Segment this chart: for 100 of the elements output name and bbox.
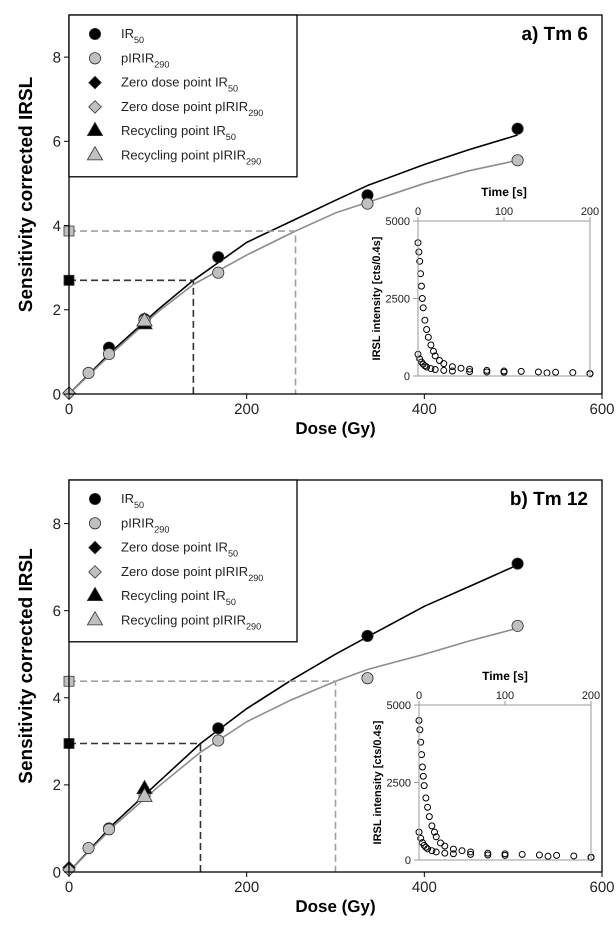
point — [518, 850, 526, 858]
point — [432, 366, 439, 373]
point — [416, 355, 424, 362]
x-tick-label: 0 — [64, 879, 74, 896]
point — [418, 764, 426, 770]
point — [440, 360, 448, 368]
point — [458, 847, 466, 854]
legend-label: Zero dose point IR$_{50}$ — [121, 74, 238, 94]
x-tick-label: 200 — [580, 206, 600, 218]
point — [416, 726, 424, 734]
point — [428, 822, 436, 830]
legend-label: IR$_{50}$ — [121, 491, 144, 510]
point — [421, 316, 428, 324]
point — [418, 358, 425, 366]
point — [422, 844, 430, 851]
point — [466, 368, 474, 376]
point — [424, 334, 432, 341]
y-tick-label: 8 — [52, 49, 61, 66]
y-tick-label: 2 — [52, 777, 61, 794]
point — [361, 198, 374, 210]
x-tick-label: 600 — [589, 879, 615, 896]
point — [512, 122, 524, 135]
point — [450, 846, 457, 853]
point — [427, 342, 434, 348]
point — [64, 676, 74, 687]
point — [418, 282, 425, 290]
point — [102, 348, 116, 360]
y-tick-label: 6 — [52, 602, 61, 620]
point — [420, 772, 427, 780]
legend-label: Recycling point IR$_{50}$ — [121, 123, 236, 142]
point — [448, 368, 456, 375]
point — [458, 364, 464, 372]
point — [428, 847, 436, 854]
point — [536, 852, 543, 859]
point — [82, 366, 95, 379]
point — [512, 558, 524, 570]
x-tick-label: 100 — [496, 690, 514, 702]
y-tick-label: 2500 — [386, 293, 410, 306]
point — [82, 842, 95, 854]
y-tick-label: 6 — [52, 134, 61, 151]
point — [534, 368, 542, 376]
point — [432, 833, 440, 840]
legend-label: Zero dose point pIRIR$_{290}$ — [121, 98, 264, 118]
point — [430, 348, 437, 355]
point — [418, 295, 426, 302]
point — [552, 368, 560, 376]
point — [430, 828, 438, 836]
text: a) Tm 6 — [521, 24, 588, 45]
point — [414, 350, 422, 358]
x-tick-label: 0 — [414, 206, 422, 218]
y-axis-title: IRSL intensity [cts/0.4s] — [372, 720, 384, 844]
y-tick-label: 2 — [52, 302, 61, 320]
point — [437, 839, 444, 846]
point — [436, 357, 443, 364]
point — [424, 845, 432, 852]
point — [450, 850, 457, 858]
point — [361, 672, 374, 684]
point — [420, 842, 428, 849]
point — [422, 794, 430, 802]
y-tick-label: 5000 — [386, 216, 410, 228]
y-tick-label: 0 — [404, 370, 410, 383]
point — [417, 738, 424, 746]
point — [414, 239, 422, 246]
x-tick-label: 200 — [582, 690, 600, 702]
point — [570, 852, 578, 860]
point — [416, 717, 422, 724]
point — [415, 248, 422, 256]
text: b) Tm 12 — [510, 489, 588, 510]
point — [427, 365, 434, 372]
point — [432, 848, 440, 856]
point — [553, 852, 560, 859]
point — [467, 850, 474, 858]
point — [420, 782, 428, 790]
point — [544, 852, 552, 860]
point — [441, 842, 448, 850]
point — [417, 270, 424, 278]
point — [212, 722, 224, 734]
x-axis-title: Dose (Gy) — [295, 419, 376, 438]
x-axis-title: Dose (Gy) — [295, 897, 376, 916]
x-axis-title: Time [s] — [482, 669, 528, 683]
point — [432, 352, 439, 360]
y-tick-label: 0 — [52, 386, 61, 404]
y-tick-label: 5000 — [386, 700, 411, 712]
legend-label: pIRIR$_{290}$ — [121, 50, 170, 70]
point — [64, 226, 74, 236]
y-tick-label: 0 — [52, 864, 61, 882]
y-axis-title: Sensitivity corrected IRSL — [16, 548, 37, 784]
x-tick-label: 100 — [494, 206, 514, 218]
point — [416, 258, 424, 265]
point — [484, 850, 492, 857]
point — [466, 366, 474, 373]
x-tick-label: 400 — [412, 879, 437, 896]
y-tick-label: 0 — [404, 854, 411, 867]
legend-label: IR$_{50}$ — [121, 26, 144, 45]
point — [361, 630, 374, 642]
point — [448, 363, 456, 370]
point — [426, 813, 433, 820]
y-tick-label: 8 — [52, 516, 61, 533]
x-tick-label: 0 — [416, 690, 422, 702]
legend-label: Zero dose point IR$_{50}$ — [121, 540, 238, 559]
